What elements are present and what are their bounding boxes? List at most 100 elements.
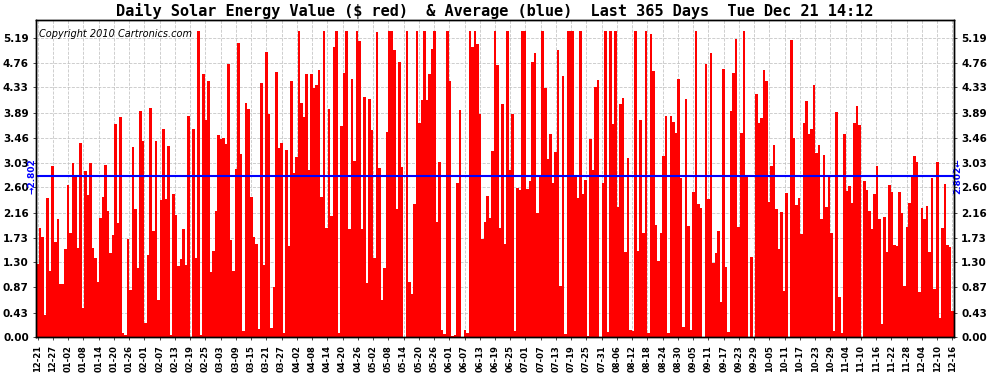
- Bar: [245, 103, 248, 338]
- Bar: [393, 50, 396, 338]
- Bar: [331, 216, 333, 338]
- Bar: [74, 176, 76, 338]
- Bar: [886, 252, 888, 338]
- Bar: [252, 237, 255, 338]
- Bar: [780, 212, 783, 338]
- Bar: [104, 165, 107, 338]
- Bar: [738, 227, 740, 338]
- Bar: [551, 183, 554, 338]
- Bar: [461, 337, 463, 338]
- Bar: [951, 311, 953, 338]
- Bar: [654, 225, 657, 338]
- Bar: [506, 32, 509, 338]
- Bar: [499, 228, 501, 338]
- Bar: [262, 265, 265, 338]
- Bar: [697, 204, 700, 338]
- Bar: [157, 300, 159, 338]
- Bar: [378, 168, 381, 338]
- Bar: [481, 239, 484, 338]
- Bar: [587, 336, 589, 338]
- Bar: [316, 86, 318, 338]
- Bar: [295, 157, 298, 338]
- Bar: [599, 337, 602, 338]
- Bar: [310, 74, 313, 338]
- Bar: [112, 236, 114, 338]
- Bar: [873, 194, 876, 338]
- Bar: [79, 142, 81, 338]
- Bar: [235, 169, 238, 338]
- Bar: [343, 74, 346, 338]
- Bar: [948, 248, 951, 338]
- Bar: [517, 188, 519, 338]
- Bar: [772, 145, 775, 338]
- Bar: [607, 332, 609, 338]
- Bar: [532, 62, 534, 338]
- Bar: [120, 117, 122, 338]
- Bar: [527, 189, 529, 338]
- Bar: [549, 134, 551, 338]
- Bar: [360, 229, 363, 338]
- Bar: [803, 123, 805, 338]
- Bar: [929, 252, 931, 338]
- Bar: [625, 252, 627, 338]
- Bar: [906, 226, 909, 338]
- Bar: [293, 173, 295, 338]
- Bar: [250, 196, 252, 338]
- Bar: [934, 290, 936, 338]
- Bar: [125, 335, 127, 338]
- Bar: [326, 228, 328, 338]
- Bar: [265, 52, 267, 338]
- Bar: [434, 32, 436, 338]
- Bar: [662, 156, 664, 338]
- Bar: [630, 330, 632, 338]
- Bar: [775, 209, 778, 338]
- Bar: [439, 162, 441, 338]
- Bar: [260, 83, 262, 338]
- Bar: [145, 323, 147, 338]
- Bar: [896, 246, 898, 338]
- Bar: [893, 246, 896, 338]
- Bar: [579, 32, 582, 338]
- Bar: [195, 258, 197, 338]
- Bar: [713, 264, 715, 338]
- Bar: [632, 331, 635, 338]
- Bar: [406, 32, 408, 338]
- Bar: [187, 117, 190, 338]
- Bar: [795, 205, 798, 338]
- Bar: [865, 190, 868, 338]
- Bar: [720, 303, 723, 338]
- Bar: [218, 135, 220, 338]
- Bar: [381, 300, 383, 338]
- Bar: [542, 32, 544, 338]
- Bar: [210, 272, 212, 338]
- Bar: [537, 213, 539, 338]
- Bar: [514, 331, 517, 338]
- Bar: [652, 71, 654, 338]
- Bar: [926, 206, 929, 338]
- Bar: [54, 242, 56, 338]
- Bar: [419, 123, 421, 338]
- Bar: [147, 255, 149, 338]
- Bar: [336, 32, 338, 338]
- Bar: [132, 147, 135, 338]
- Bar: [785, 192, 788, 338]
- Bar: [277, 148, 280, 338]
- Bar: [909, 202, 911, 338]
- Bar: [285, 150, 288, 338]
- Bar: [388, 32, 391, 338]
- Bar: [692, 192, 695, 338]
- Bar: [725, 267, 728, 338]
- Bar: [723, 69, 725, 338]
- Bar: [529, 181, 532, 338]
- Bar: [61, 284, 64, 338]
- Bar: [42, 237, 44, 338]
- Bar: [657, 261, 659, 338]
- Bar: [853, 123, 855, 338]
- Bar: [858, 125, 860, 338]
- Bar: [584, 180, 587, 338]
- Bar: [649, 34, 652, 338]
- Bar: [363, 96, 365, 338]
- Bar: [167, 146, 169, 338]
- Bar: [715, 253, 718, 338]
- Bar: [883, 217, 886, 338]
